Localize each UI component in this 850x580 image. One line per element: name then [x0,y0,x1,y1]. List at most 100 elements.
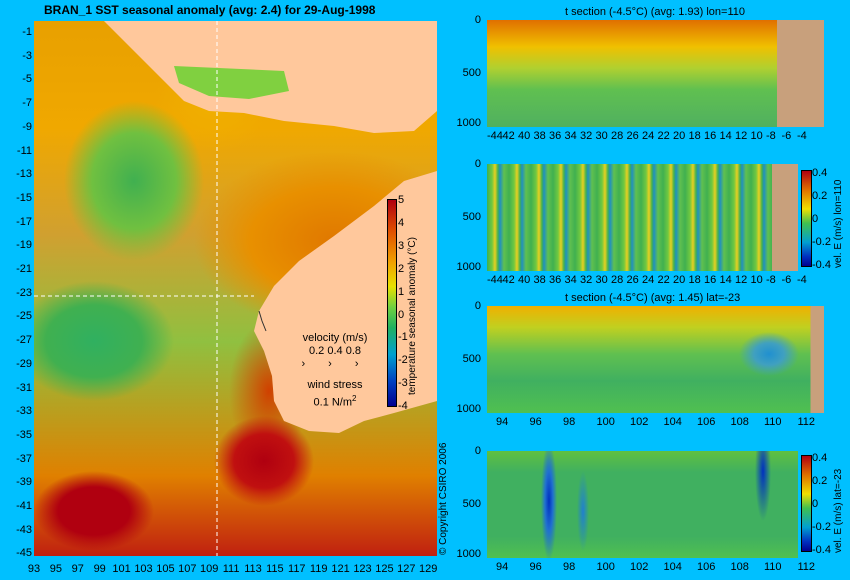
panel4-x-tick: 102 [630,561,649,573]
panel3-x-tick: 108 [730,416,749,428]
wind-scale: 0.1 N/m [313,396,353,409]
map-lon-tick: 117 [288,563,306,575]
panel2-colorbar-label: vel. E (m/s) lon=110 [833,179,844,268]
panel4-colorbar-tick: -0.4 [812,544,831,556]
panel2-x-tick: 38 [533,274,546,286]
panel1-x-tick: -4 [797,130,807,142]
panel2-x-tick: 18 [688,274,701,286]
panel2-x-tick: 42 [502,274,515,286]
map-lat-tick: -27 [16,334,32,347]
panel2-colorbar [801,170,812,267]
map-lon-tick: 99 [93,563,106,575]
map-lon-tick: 111 [222,563,240,575]
map-colorbar-tick: -3 [398,377,408,390]
panel1-x-tick: 24 [642,130,655,142]
velocity-scale: 0.2 0.4 0.8 [309,345,361,357]
panel3-depth-tick: 1000 [456,403,481,415]
map-lat-tick: -17 [16,215,32,228]
map-lon-tick: 107 [178,563,197,575]
panel4-x-tick: 104 [663,561,682,573]
map-lat-tick: -25 [16,310,32,323]
panel2-colorbar-tick: -0.2 [812,236,831,248]
temp-section-lat-23 [487,306,824,413]
copyright-notice: © Copyright CSIRO 2006 [438,442,449,555]
map-lat-tick: -39 [16,476,32,489]
panel2-x-tick: -8 [766,274,776,286]
map-colorbar-label: temperature seasonal anomaly (°C) [407,237,418,395]
map-lat-tick: -11 [16,144,32,157]
map-lon-tick: 97 [71,563,84,575]
map-lat-tick: -9 [22,120,32,133]
panel2-x-tick: 24 [642,274,655,286]
panel1-x-tick: -6 [781,130,792,142]
panel3-title: t section (-4.5°C) (avg: 1.45) lat=-23 [565,292,741,304]
panel2-x-tick: -44 [487,274,503,286]
panel2-depth-tick: 500 [462,210,481,223]
panel3-x-tick: 100 [596,416,615,428]
panel2-x-tick: 12 [735,274,748,286]
panel1-x-tick: 30 [595,130,608,142]
panel1-x-tick: 16 [704,130,717,142]
panel4-x-tick: 98 [563,561,576,573]
panel2-x-tick: 28 [611,274,624,286]
panel1-title: t section (-4.5°C) (avg: 1.93) lon=110 [565,6,745,18]
panel1-x-tick: 42 [502,130,515,142]
map-lon-tick: 121 [331,563,350,575]
map-lon-tick: 93 [27,563,41,575]
panel2-x-tick: 32 [580,274,593,286]
wind-label: wind stress [307,379,363,391]
map-lon-tick: 123 [353,563,372,575]
panel4-depth-tick: 1000 [456,548,481,560]
panel4-x-tick: 100 [596,561,615,573]
panel1-x-tick: 10 [750,130,763,142]
panel4-x-tick: 110 [764,561,782,573]
panel2-land [772,164,798,271]
map-lat-tick: -45 [16,547,32,560]
panel1-x-tick: -8 [766,130,776,142]
panel4-colorbar-tick: 0.4 [812,452,828,464]
panel1-depth-tick: 0 [474,14,481,26]
panel2-colorbar-tick: 0 [812,213,819,225]
panel2-x-tick: -6 [781,274,792,286]
map-lat-tick: -35 [16,428,32,441]
map-colorbar-tick: 4 [398,216,405,229]
map-lat-tick: -13 [16,168,32,181]
panel2-x-tick: 30 [595,274,608,286]
map-lat-tick: -15 [16,191,32,204]
panel2-colorbar-tick: -0.4 [812,259,831,271]
panel4-depth-tick: 0 [474,445,481,457]
panel3-x-tick: 102 [630,416,649,428]
panel2-x-tick: -4 [797,274,807,286]
map-lon-tick: 119 [309,563,328,575]
panel1-x-tick: 12 [735,130,748,142]
map-lon-tick: 109 [200,563,219,575]
velocity-legend: velocity (m/s) 0.2 0.4 0.8 › › › [290,332,380,371]
map-lat-tick: -7 [22,97,32,110]
panel2-x-tick: 26 [626,274,639,286]
panel1-x-tick: 40 [518,130,531,142]
panel3-x-tick: 98 [563,416,576,428]
wind-legend: wind stress 0.1 N/m2 [290,379,380,410]
map-lat-tick: -21 [16,263,32,275]
ningaloo-coast [258,310,267,332]
panel2-x-tick: 20 [673,274,686,286]
map-lat-tick: -31 [16,381,32,394]
panel1-x-tick: 38 [533,130,546,142]
map-colorbar [387,199,397,407]
panel2-x-tick: 22 [657,274,670,286]
panel1-x-tick: 34 [564,130,577,142]
map-colorbar-tick: 1 [398,285,405,298]
panel1-x-tick: 20 [673,130,686,142]
map-lat-tick: -33 [16,405,32,418]
map-colorbar-tick: 0 [398,308,405,321]
panel4-depth-tick: 500 [462,497,481,510]
panel2-depth-tick: 1000 [456,261,481,273]
map-colorbar-tick: 5 [398,194,405,206]
map-lon-tick: 95 [49,563,63,575]
map-lon-tick: 127 [397,563,416,575]
wind-scale-exponent: 2 [352,394,357,403]
map-lat-tick: -29 [16,357,32,370]
map-lat-tick: -5 [22,73,32,86]
map-colorbar-tick: -2 [398,354,408,367]
panel1-x-tick: 36 [549,130,562,142]
